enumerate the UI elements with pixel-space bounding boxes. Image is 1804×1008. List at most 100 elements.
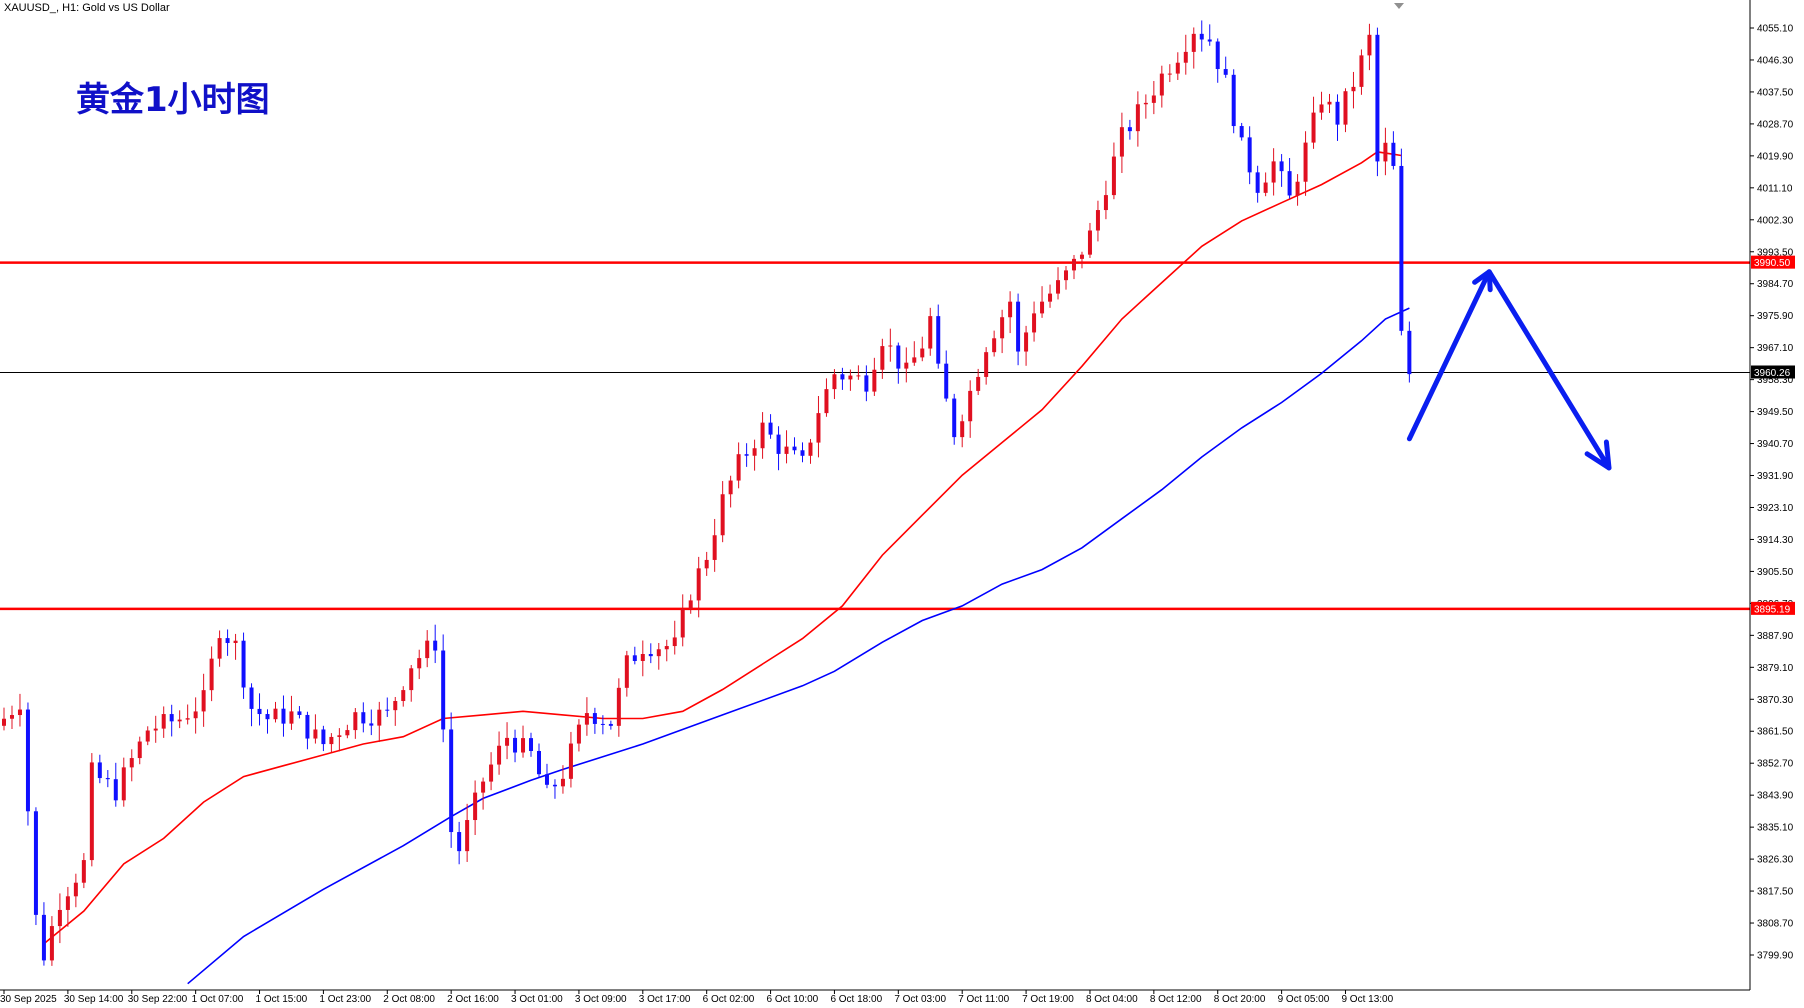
- bear-candle: [41, 914, 46, 961]
- bear-candle: [361, 712, 366, 724]
- bull-candle: [1191, 33, 1196, 52]
- bull-candle: [1056, 280, 1061, 294]
- bull-candle: [816, 413, 821, 443]
- level-price-tag: [1751, 601, 1795, 615]
- bull-candle: [1303, 142, 1308, 182]
- bear-candle: [441, 650, 446, 730]
- bear-candle: [1215, 41, 1220, 70]
- projection-path: [1406, 269, 1612, 471]
- bear-candle: [113, 779, 118, 801]
- bear-candle: [433, 640, 438, 651]
- bear-candle: [952, 398, 957, 438]
- time-tick-label: 8 Oct 04:00: [1086, 994, 1138, 1005]
- bull-candle: [2, 718, 6, 726]
- bear-candle: [105, 778, 110, 780]
- bear-candle: [25, 709, 30, 812]
- bull-candle: [808, 442, 813, 456]
- bull-candle: [1095, 210, 1100, 231]
- bull-candle: [712, 535, 717, 560]
- bear-candle: [241, 640, 246, 688]
- bull-candle: [417, 658, 422, 669]
- bull-candle: [521, 738, 526, 753]
- bull-candle: [201, 690, 206, 712]
- bull-candle: [1159, 73, 1164, 96]
- price-tick-label: 3808.70: [1757, 919, 1794, 930]
- chart-title: 黄金1小时图: [76, 80, 270, 120]
- bull-candle: [129, 758, 134, 768]
- bear-candle: [1016, 301, 1021, 352]
- price-tick-label: 4019.90: [1757, 151, 1794, 162]
- bull-candle: [17, 709, 22, 716]
- bear-candle: [1247, 137, 1252, 173]
- bull-candle: [489, 764, 494, 782]
- bear-candle: [169, 714, 174, 722]
- time-tick-label: 30 Sep 22:00: [128, 994, 188, 1005]
- time-axis[interactable]: 30 Sep 2025 30 Sep 14:00 30 Sep 22:00 1 Oct…: [0, 989, 1750, 1005]
- bull-candle: [1143, 102, 1148, 105]
- bull-candle: [337, 735, 342, 737]
- bull-candle: [209, 658, 214, 691]
- chart-shift-marker: [1394, 3, 1404, 9]
- bull-candle: [425, 640, 430, 659]
- level-price-label: 3895.19: [1754, 604, 1791, 615]
- bull-candle: [1024, 332, 1029, 352]
- bull-candle: [1359, 55, 1364, 87]
- bear-candle: [457, 832, 462, 852]
- bear-candle: [1199, 33, 1204, 40]
- bull-candle: [505, 737, 510, 746]
- bear-candle: [792, 446, 797, 451]
- bear-candle: [840, 374, 845, 380]
- bull-candle: [9, 715, 14, 719]
- bear-candle: [1127, 127, 1132, 132]
- bear-candle: [544, 774, 549, 785]
- bear-candle: [1335, 101, 1340, 125]
- bull-candle: [856, 375, 861, 377]
- price-tick-label: 4037.50: [1757, 87, 1794, 98]
- bull-candle: [1183, 51, 1188, 63]
- bull-candle: [1008, 301, 1013, 318]
- bull-candle: [193, 711, 198, 719]
- bear-candle: [297, 711, 302, 715]
- moving-average-slow: [187, 307, 1410, 985]
- bull-candle: [1071, 258, 1076, 271]
- arrow-peak-icon: [1472, 269, 1493, 293]
- bull-candle: [313, 729, 318, 739]
- bull-candle: [960, 421, 965, 438]
- moving-average-fast: [43, 151, 1402, 945]
- bull-candle: [153, 728, 158, 731]
- bull-candle: [976, 376, 981, 391]
- bear-candle: [321, 729, 326, 745]
- price-tick-label: 3879.10: [1757, 663, 1794, 674]
- price-tick-label: 3993.50: [1757, 247, 1794, 258]
- bull-candle: [720, 494, 725, 536]
- moving-averages: [43, 151, 1410, 985]
- bull-candle: [401, 690, 406, 702]
- bull-candle: [353, 712, 358, 731]
- bull-candle: [576, 724, 581, 744]
- bear-candle: [369, 723, 374, 726]
- time-tick-label: 7 Oct 03:00: [894, 994, 946, 1005]
- candles: [2, 20, 1412, 966]
- time-tick-label: 9 Oct 05:00: [1278, 994, 1330, 1005]
- bull-candle: [481, 781, 486, 793]
- bull-candle: [1343, 91, 1348, 125]
- time-tick-label: 2 Oct 16:00: [447, 994, 499, 1005]
- price-axis[interactable]: 4055.10 4046.30 4037.50 4028.70 4019.90 4011.…: [1394, 0, 1794, 990]
- bull-candle: [1319, 104, 1324, 113]
- bull-candle: [968, 390, 973, 422]
- bear-candle: [1223, 69, 1228, 75]
- bear-candle: [768, 422, 773, 435]
- price-tick-label: 3835.10: [1757, 823, 1794, 834]
- bull-candle: [928, 316, 933, 349]
- price-tick-label: 3826.30: [1757, 855, 1794, 866]
- bear-candle: [97, 762, 102, 779]
- bull-candle: [1367, 34, 1372, 56]
- bull-candle: [824, 389, 829, 414]
- bull-candle: [672, 637, 677, 647]
- bull-candle: [656, 649, 661, 657]
- bull-candle: [1167, 73, 1172, 75]
- bull-candle: [736, 454, 741, 481]
- bear-candle: [1399, 165, 1404, 331]
- bull-candle: [1135, 104, 1140, 132]
